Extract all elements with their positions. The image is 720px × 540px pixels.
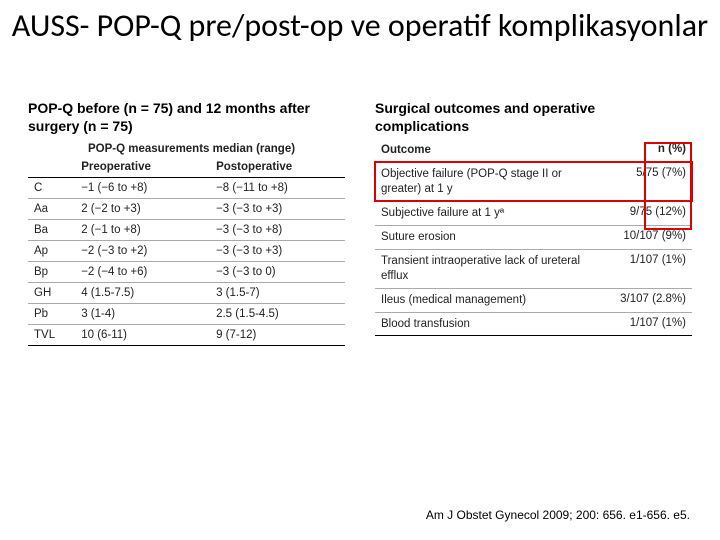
table-row: Ileus (medical management)3/107 (2.8%) (375, 288, 692, 312)
outcome-n: 1/107 (1%) (597, 312, 692, 336)
content-area: POP-Q before (n = 75) and 12 months afte… (28, 100, 692, 346)
table-row: Ap−2 (−3 to +2)−3 (−3 to +3) (28, 241, 345, 262)
popq-label: Ap (28, 241, 75, 262)
popq-col-pre: Preoperative (75, 157, 210, 178)
popq-label: Bp (28, 262, 75, 283)
outcomes-heading: Surgical outcomes and operative complica… (375, 100, 692, 135)
popq-col-blank (28, 157, 75, 178)
popq-subheading: POP-Q measurements median (range) (28, 139, 345, 157)
table-row: TVL10 (6-11)9 (7-12) (28, 325, 345, 346)
outcomes-col-n: n (%) (597, 139, 692, 162)
popq-post: −3 (−3 to 0) (210, 262, 345, 283)
table-row: Pb3 (1-4)2.5 (1.5-4.5) (28, 304, 345, 325)
outcome-n: 3/107 (2.8%) (597, 288, 692, 312)
table-row: Suture erosion10/107 (9%) (375, 225, 692, 249)
popq-panel: POP-Q before (n = 75) and 12 months afte… (28, 100, 345, 346)
outcome-n: 9/75 (12%) (597, 201, 692, 225)
popq-col-post: Postoperative (210, 157, 345, 178)
outcomes-table: Outcome n (%) Objective failure (POP-Q s… (375, 139, 692, 336)
table-row: GH4 (1.5-7.5)3 (1.5-7) (28, 283, 345, 304)
popq-post: −3 (−3 to +8) (210, 220, 345, 241)
popq-post: −3 (−3 to +3) (210, 199, 345, 220)
table-row: Transient intraoperative lack of uretera… (375, 249, 692, 288)
outcomes-header-row: Outcome n (%) (375, 139, 692, 162)
popq-label: C (28, 178, 75, 199)
outcomes-body: Objective failure (POP-Q stage II or gre… (375, 162, 692, 336)
outcome-n: 1/107 (1%) (597, 249, 692, 288)
popq-pre: 10 (6-11) (75, 325, 210, 346)
citation-text: Am J Obstet Gynecol 2009; 200: 656. e1-6… (426, 508, 690, 522)
popq-label: Ba (28, 220, 75, 241)
popq-label: Aa (28, 199, 75, 220)
popq-pre: 3 (1-4) (75, 304, 210, 325)
table-row: Bp−2 (−4 to +6)−3 (−3 to 0) (28, 262, 345, 283)
outcome-desc: Subjective failure at 1 yª (375, 201, 597, 225)
outcomes-col-outcome: Outcome (375, 139, 597, 162)
popq-post: 9 (7-12) (210, 325, 345, 346)
outcome-desc: Ileus (medical management) (375, 288, 597, 312)
popq-pre: −2 (−4 to +6) (75, 262, 210, 283)
popq-post: 2.5 (1.5-4.5) (210, 304, 345, 325)
popq-pre: −1 (−6 to +8) (75, 178, 210, 199)
popq-label: GH (28, 283, 75, 304)
popq-post: −8 (−11 to +8) (210, 178, 345, 199)
slide: AUSS- POP-Q pre/post-op ve operatif komp… (0, 0, 720, 540)
popq-post: 3 (1.5-7) (210, 283, 345, 304)
popq-table: POP-Q measurements median (range) Preope… (28, 139, 345, 346)
popq-header-row: Preoperative Postoperative (28, 157, 345, 178)
outcome-desc: Blood transfusion (375, 312, 597, 336)
popq-pre: 4 (1.5-7.5) (75, 283, 210, 304)
slide-title: AUSS- POP-Q pre/post-op ve operatif komp… (0, 8, 720, 45)
table-row: C−1 (−6 to +8)−8 (−11 to +8) (28, 178, 345, 199)
table-row: Ba2 (−1 to +8)−3 (−3 to +8) (28, 220, 345, 241)
outcome-desc: Transient intraoperative lack of uretera… (375, 249, 597, 288)
outcome-n: 5/75 (7%) (597, 162, 692, 201)
popq-label: TVL (28, 325, 75, 346)
outcome-desc: Suture erosion (375, 225, 597, 249)
popq-heading: POP-Q before (n = 75) and 12 months afte… (28, 100, 345, 135)
outcomes-panel: Surgical outcomes and operative complica… (375, 100, 692, 346)
popq-pre: 2 (−1 to +8) (75, 220, 210, 241)
outcome-n: 10/107 (9%) (597, 225, 692, 249)
popq-label: Pb (28, 304, 75, 325)
table-row: Subjective failure at 1 yª9/75 (12%) (375, 201, 692, 225)
popq-post: −3 (−3 to +3) (210, 241, 345, 262)
popq-body: C−1 (−6 to +8)−8 (−11 to +8)Aa2 (−2 to +… (28, 178, 345, 346)
popq-pre: 2 (−2 to +3) (75, 199, 210, 220)
popq-pre: −2 (−3 to +2) (75, 241, 210, 262)
table-row: Blood transfusion1/107 (1%) (375, 312, 692, 336)
table-row: Aa2 (−2 to +3)−3 (−3 to +3) (28, 199, 345, 220)
table-row: Objective failure (POP-Q stage II or gre… (375, 162, 692, 201)
outcome-desc: Objective failure (POP-Q stage II or gre… (375, 162, 597, 201)
